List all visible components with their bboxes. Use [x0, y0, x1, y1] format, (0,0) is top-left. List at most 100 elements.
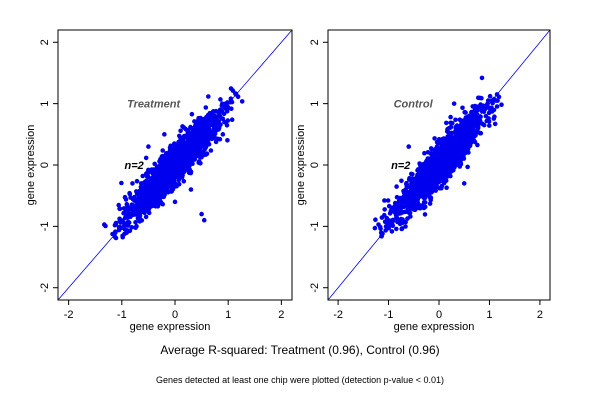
x-axis-label: gene expression [394, 321, 475, 333]
scatter-point [455, 160, 460, 166]
scatter-point [148, 187, 154, 192]
sample-size-annotation: n=2 [391, 160, 410, 172]
scatter-point [428, 146, 434, 151]
scatter-point [151, 203, 157, 209]
scatter-point [382, 219, 388, 225]
scatter-point [383, 224, 389, 229]
scatter-point [413, 188, 419, 194]
scatter-point [103, 223, 108, 229]
scatter-point [444, 150, 449, 156]
scatter-point [158, 201, 164, 206]
scatter-point [464, 125, 470, 131]
y-tick-label: 2 [309, 39, 321, 45]
scatter-point [159, 185, 165, 190]
scatter-point [387, 211, 393, 216]
scatter-point [121, 210, 126, 216]
scatter-point [458, 154, 463, 160]
scatter-point [393, 213, 399, 218]
scatter-point [134, 178, 140, 184]
scatter-point [448, 173, 453, 179]
scatter-point [408, 193, 414, 198]
scatter-point [447, 133, 453, 139]
scatter-point [201, 217, 207, 223]
scatter-point [416, 192, 422, 197]
scatter-point [434, 162, 439, 168]
scatter-point [434, 154, 440, 159]
scatter-point [461, 181, 467, 186]
scatter-point [427, 201, 433, 206]
scatter-point [129, 225, 135, 230]
scatter-point [403, 224, 408, 229]
y-tick-label: -2 [309, 283, 321, 293]
scatter-point [492, 121, 498, 127]
scatter-point [178, 154, 184, 160]
scatter-point [134, 189, 139, 194]
scatter-point [201, 138, 207, 143]
scatter-point [424, 176, 429, 181]
scatter-point [464, 130, 469, 136]
scatter-point [174, 167, 180, 172]
group-annotation: Control [394, 99, 434, 111]
scatter-point [372, 225, 378, 231]
scatter-point [378, 226, 383, 231]
scatter-point [479, 75, 485, 81]
scatter-point [435, 180, 441, 185]
scatter-point [168, 182, 173, 187]
scatter-point [442, 179, 447, 184]
scatter-point [143, 214, 149, 220]
scatter-point [386, 203, 392, 209]
scatter-point [193, 151, 199, 157]
x-tick-label: -2 [333, 309, 343, 321]
scatter-point [426, 164, 432, 170]
scatter-point [407, 210, 412, 216]
scatter-point [162, 132, 167, 137]
scatter-point [492, 114, 497, 119]
scatter-point [417, 205, 423, 211]
scatter-point [188, 187, 194, 192]
scatter-point [225, 105, 231, 110]
scatter-point [156, 194, 161, 199]
scatter-point [470, 104, 476, 109]
scatter-point [176, 164, 182, 169]
scatter-point [199, 211, 204, 217]
scatter-point [499, 102, 504, 107]
group-annotation: Treatment [127, 99, 181, 111]
plot-area [58, 30, 292, 300]
scatter-point [384, 215, 390, 221]
scatter-point [474, 113, 480, 119]
scatter-point [172, 199, 178, 205]
scatter-point [446, 161, 452, 167]
scatter-point [222, 119, 227, 125]
y-tick-label: -2 [39, 283, 51, 293]
scatter-point [451, 101, 457, 106]
scatter-point [481, 122, 487, 128]
scatter-point [196, 160, 201, 165]
scatter-point [140, 173, 145, 179]
scatter-point [451, 167, 456, 173]
scatter-point [379, 215, 385, 220]
scatter-point [457, 127, 463, 133]
scatter-point [410, 172, 415, 177]
scatter-point [143, 193, 149, 198]
scatter-point [382, 207, 388, 212]
scatter-point [419, 168, 425, 173]
scatter-point [139, 188, 144, 194]
scatter-point [142, 179, 147, 185]
scatter-point [154, 181, 159, 186]
scatter-point [420, 194, 426, 199]
scatter-point [443, 174, 449, 180]
scatter-point [205, 135, 210, 140]
scatter-point [425, 150, 431, 155]
scatter-point [494, 104, 500, 109]
scatter-point [474, 107, 479, 113]
scatter-point [443, 170, 449, 176]
scatter-point [146, 144, 151, 149]
scatter-point [394, 226, 399, 232]
scatter-point [228, 96, 234, 102]
scatter-point [399, 178, 404, 184]
scatter-point [389, 229, 395, 234]
scatter-point [178, 128, 183, 134]
scatter-point [448, 120, 454, 126]
scatter-point [410, 189, 415, 194]
scatter-point [419, 181, 424, 186]
